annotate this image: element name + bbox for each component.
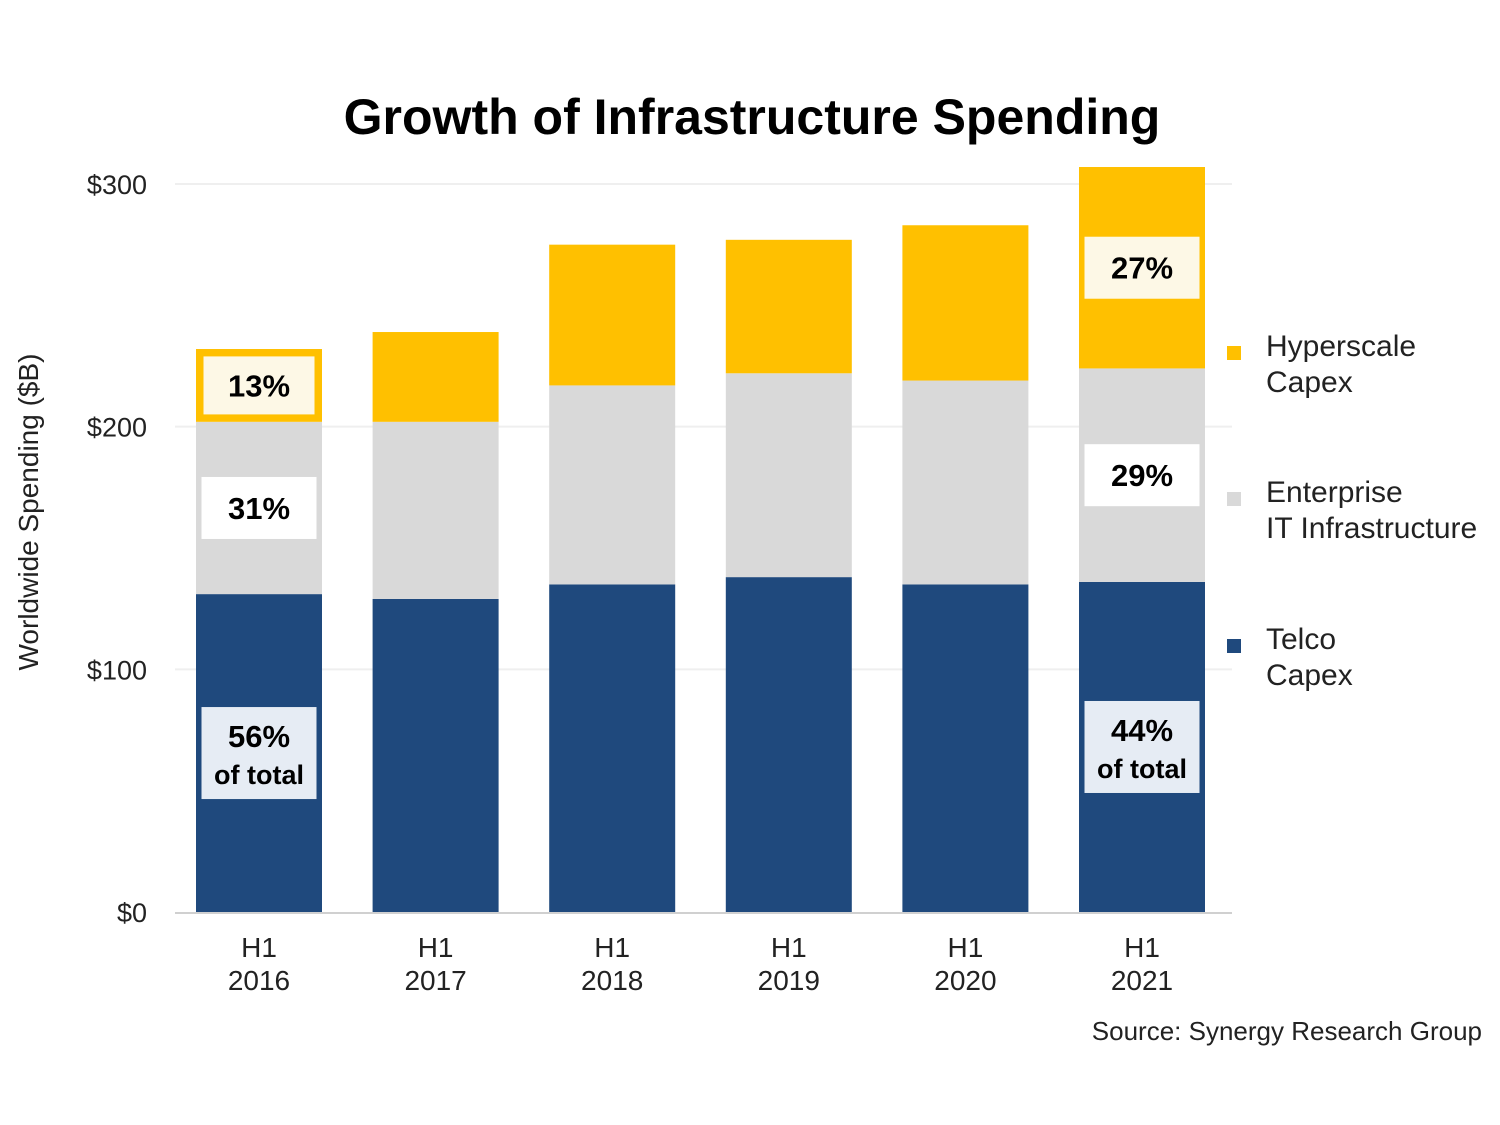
x-tick-label: 2016 <box>228 965 290 996</box>
x-tick-label: H1 <box>771 932 807 963</box>
bar-segment <box>725 577 852 912</box>
x-tick-label: 2021 <box>1111 965 1173 996</box>
annotation-box <box>199 352 319 419</box>
bar-segment <box>902 584 1029 912</box>
bar-segment <box>549 244 676 386</box>
chart-title: Growth of Infrastructure Spending <box>344 89 1161 145</box>
bar-segment <box>372 598 499 912</box>
x-tick-label: H1 <box>594 932 630 963</box>
annotation-box <box>1084 444 1200 507</box>
bar-segment <box>725 373 852 578</box>
legend-label: Telco <box>1266 623 1336 656</box>
annotation-value: 56% <box>228 719 290 754</box>
annotation-value: 29% <box>1111 458 1173 493</box>
bar-segment <box>372 332 499 422</box>
x-tick-label: 2020 <box>934 965 996 996</box>
legend-swatch <box>1227 346 1241 360</box>
annotation-box <box>1084 236 1200 299</box>
annotation-value: 13% <box>228 368 290 403</box>
annotation-subtext: of total <box>1097 754 1187 784</box>
annotation-box <box>1084 700 1200 793</box>
bars <box>196 167 1205 912</box>
x-tick-label: 2019 <box>758 965 820 996</box>
legend-label: Enterprise <box>1266 476 1403 509</box>
bar-segment <box>549 584 676 912</box>
legend-label: Hyperscale <box>1266 330 1416 363</box>
annotation-box <box>201 707 317 800</box>
y-tick-label: $200 <box>87 413 147 443</box>
legend-label: IT Infrastructure <box>1266 512 1477 545</box>
gridlines <box>175 183 1232 671</box>
annotation-subtext: of total <box>214 760 304 790</box>
legend-swatch <box>1227 492 1241 506</box>
legend-swatch <box>1227 639 1241 653</box>
bar-segment <box>549 385 676 585</box>
x-tick-label: H1 <box>1124 932 1160 963</box>
x-tick-label: 2018 <box>581 965 643 996</box>
bar-segment <box>902 380 1029 585</box>
bar-segment <box>725 239 852 374</box>
x-tick-label: 2017 <box>404 965 466 996</box>
x-tick-label: H1 <box>241 932 277 963</box>
annotation-value: 44% <box>1111 713 1173 748</box>
y-tick-label: $100 <box>87 655 147 685</box>
annotation-value: 27% <box>1111 251 1173 286</box>
y-axis-label: Worldwide Spending ($B) <box>13 354 44 671</box>
annotation-value: 31% <box>228 491 290 526</box>
legend-label: Capex <box>1266 366 1353 399</box>
x-tick-label: H1 <box>948 932 984 963</box>
bar-segment <box>902 225 1029 381</box>
annotations: 13% 31% 56% of total 27% 29% 44% of total <box>199 236 1200 800</box>
y-tick-label: $0 <box>117 898 147 928</box>
bar-segment <box>372 421 499 599</box>
legend-label: Capex <box>1266 659 1353 692</box>
y-tick-label: $300 <box>87 170 147 200</box>
y-axis-ticks: $0 $100 $200 $300 <box>87 170 147 928</box>
annotation-box <box>201 476 317 539</box>
x-tick-label: H1 <box>418 932 454 963</box>
source-note: Source: Synergy Research Group <box>1092 1016 1482 1046</box>
